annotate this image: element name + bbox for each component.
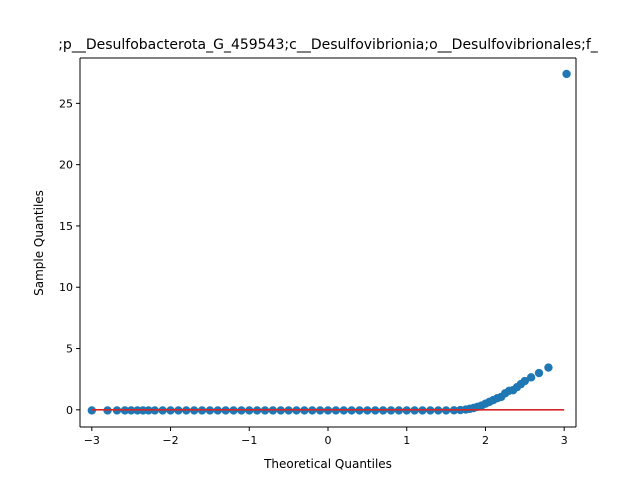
data-point [520,376,530,386]
x-axis-ticks: −3 −2 −1 0 1 2 3 [84,427,568,447]
data-point [562,69,571,79]
data-point [544,363,553,372]
x-tick-label: 1 [403,434,410,447]
x-tick-label: 3 [561,434,568,447]
x-tick-label: −2 [162,434,178,447]
y-axis-ticks: 0 5 10 15 20 25 [59,97,80,417]
axes-frame [79,57,577,428]
y-tick-label: 0 [66,404,73,417]
x-tick-label: −3 [84,434,100,447]
y-tick-label: 20 [59,159,73,172]
y-tick-label: 5 [66,343,73,356]
y-tick-label: 25 [59,97,73,110]
y-tick-label: 15 [59,220,73,233]
x-axis-label: Theoretical Quantiles [263,457,392,471]
x-tick-label: 0 [325,434,332,447]
y-axis-label: Sample Quantiles [32,190,46,296]
x-tick-label: −1 [241,434,257,447]
x-tick-label: 2 [482,434,489,447]
y-tick-label: 10 [59,281,73,294]
chart-title: ;p__Desulfobacterota_G_459543;c__Desulfo… [58,37,599,53]
data-point [534,368,544,378]
data-point [526,373,536,382]
plot-area [87,69,571,415]
